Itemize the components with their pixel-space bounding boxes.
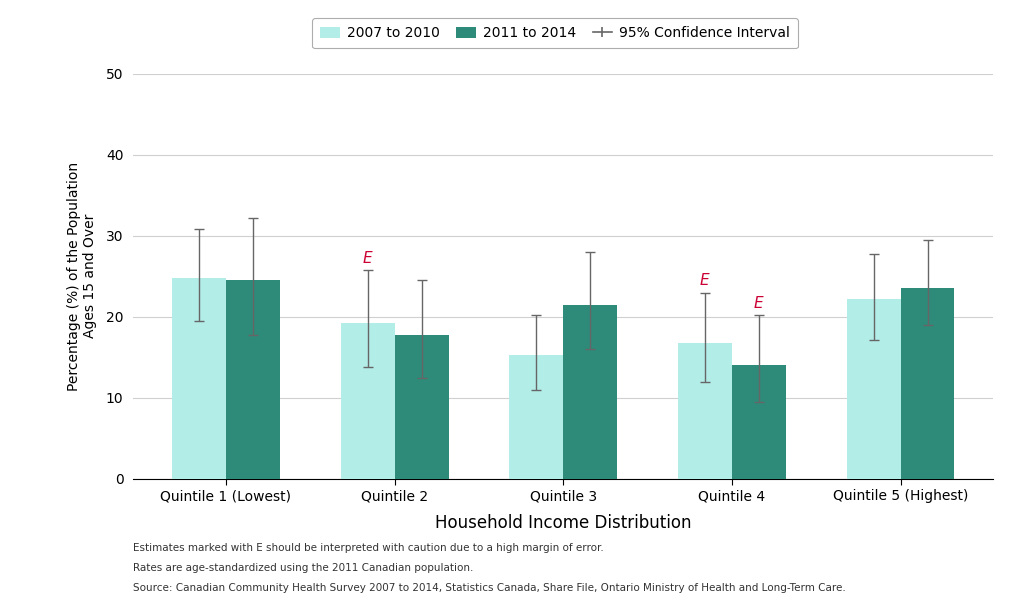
Text: E: E [362, 251, 373, 266]
Text: Estimates marked with E should be interpreted with caution due to a high margin : Estimates marked with E should be interp… [133, 543, 604, 553]
Bar [732, 365, 785, 479]
X-axis label: Household Income Distribution: Household Income Distribution [435, 515, 691, 532]
Bar [563, 306, 617, 479]
Bar [341, 324, 394, 479]
Y-axis label: Percentage (%) of the Population
Ages 15 and Over: Percentage (%) of the Population Ages 15… [68, 161, 97, 391]
Text: E: E [754, 296, 764, 311]
Bar [900, 289, 954, 479]
Text: Rates are age-standardized using the 2011 Canadian population.: Rates are age-standardized using the 201… [133, 563, 473, 573]
Bar [509, 355, 563, 479]
Text: E: E [700, 273, 710, 289]
Bar [847, 299, 900, 479]
Bar [394, 335, 449, 479]
Bar [172, 278, 226, 479]
Legend: 2007 to 2010, 2011 to 2014, 95% Confidence Interval: 2007 to 2010, 2011 to 2014, 95% Confiden… [312, 18, 798, 49]
Bar [226, 281, 280, 479]
Bar [678, 343, 732, 479]
Text: Source: Canadian Community Health Survey 2007 to 2014, Statistics Canada, Share : Source: Canadian Community Health Survey… [133, 583, 846, 593]
